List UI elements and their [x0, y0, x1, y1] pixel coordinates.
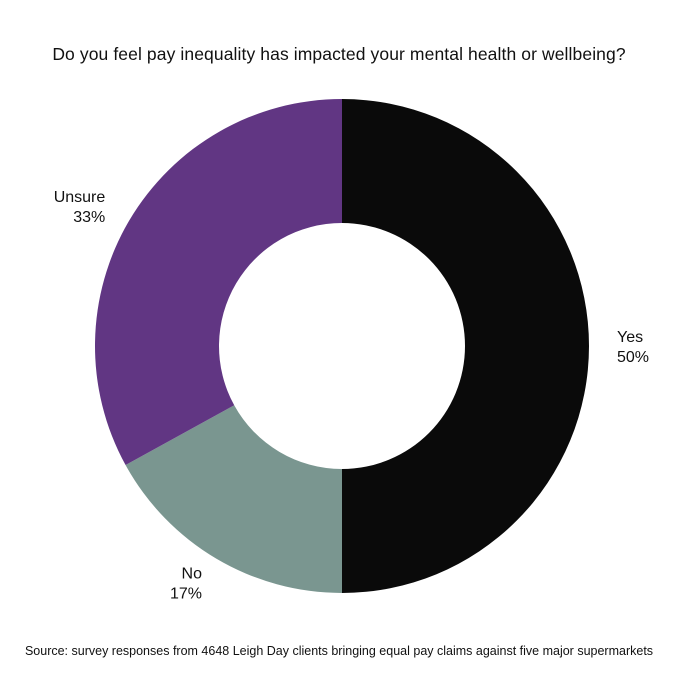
- chart-source: Source: survey responses from 4648 Leigh…: [24, 644, 654, 658]
- slice-value-no: 17%: [170, 586, 202, 603]
- slice-no: [125, 405, 343, 593]
- slice-yes: [342, 99, 589, 593]
- slice-label-unsure: Unsure: [54, 189, 106, 206]
- slice-label-yes: Yes: [617, 329, 643, 346]
- slice-value-unsure: 33%: [73, 209, 105, 226]
- slice-unsure: [94, 99, 343, 465]
- slice-value-yes: 50%: [617, 349, 649, 366]
- chart-title: Do you feel pay inequality has impacted …: [52, 44, 626, 64]
- slice-label-no: No: [182, 566, 203, 583]
